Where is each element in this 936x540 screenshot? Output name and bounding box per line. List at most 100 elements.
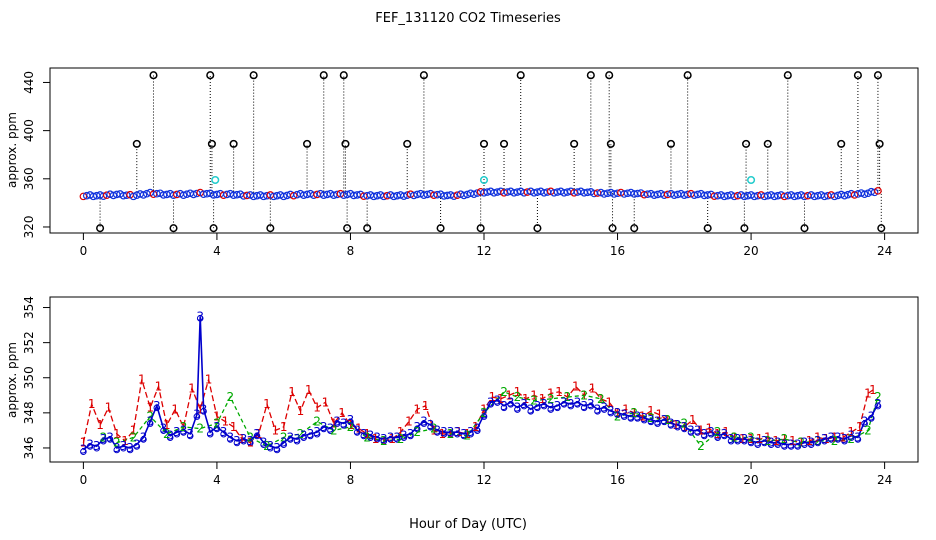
baseline-point: [460, 191, 468, 200]
series-label-2: 2: [297, 427, 305, 441]
series-label-3: 3: [240, 432, 248, 446]
series-point-3: [520, 402, 528, 410]
spike-point: [479, 139, 489, 148]
series-label-1: 1: [322, 395, 330, 409]
series-label-1: 1: [622, 402, 630, 416]
series-line-2: [103, 391, 879, 448]
baseline-point: [279, 192, 288, 201]
series-point-3: [554, 404, 561, 412]
series-label-3: 3: [433, 423, 441, 437]
series-point-3: [447, 430, 454, 438]
spike-point: [209, 224, 218, 233]
series-point-3: [627, 415, 635, 422]
series-point-3: [647, 418, 655, 426]
series-label-1: 1: [372, 432, 380, 446]
series-label-3: 3: [146, 415, 154, 429]
series-label-1: 1: [747, 432, 755, 446]
bottom-x-tick-label: 4: [213, 473, 221, 487]
series-point-3: [307, 432, 314, 440]
series-label-2: 2: [547, 392, 555, 406]
series-label-3: 3: [607, 404, 615, 418]
series-label-3: 3: [494, 394, 502, 408]
series-label-3: 3: [727, 432, 735, 446]
series-point-3: [313, 430, 321, 438]
spike-point: [875, 139, 884, 148]
series-label-2: 2: [413, 425, 421, 439]
series-label-1: 1: [171, 402, 179, 416]
series-point-3: [607, 409, 615, 417]
series-point-3: [86, 443, 94, 450]
series-label-1: 1: [672, 418, 680, 432]
series-label-2: 2: [797, 436, 805, 450]
series-label-2: 2: [280, 430, 288, 444]
series-point-3: [547, 406, 555, 413]
baseline-point: [179, 191, 188, 199]
series-point-3: [433, 429, 441, 436]
series-label-3: 3: [93, 439, 101, 453]
series-point-3: [527, 408, 535, 415]
series-point-3: [640, 416, 648, 424]
series-label-3: 3: [721, 427, 729, 441]
series-label-1: 1: [689, 413, 697, 427]
series-point-3: [126, 446, 134, 454]
series-point-3: [240, 437, 247, 445]
series-line-3: [82, 316, 879, 451]
bottom-x-tick-label: 16: [610, 473, 625, 487]
series-label-1: 1: [869, 383, 877, 397]
top-x-axis: 0 4 8 12 16 20 24: [80, 232, 892, 258]
series-label-1: 1: [238, 432, 246, 446]
series-label-1: 1: [463, 427, 471, 441]
spike-point: [249, 71, 258, 80]
series-label-3: 3: [614, 406, 622, 420]
series-label-3: 3: [874, 397, 882, 411]
series-label-1: 1: [514, 385, 522, 399]
cyan-point: [211, 175, 220, 185]
series-point-3: [861, 420, 868, 427]
series-label-3: 3: [654, 415, 662, 429]
top-x-tick-label: 0: [80, 244, 88, 258]
series-point-3: [287, 436, 294, 443]
series-label-3: 3: [440, 425, 448, 439]
series-point-3: [634, 415, 641, 422]
series-label-3: 3: [140, 430, 148, 444]
series-label-2: 2: [113, 436, 121, 450]
series-label-3: 3: [674, 418, 682, 432]
series-point-3: [600, 406, 608, 413]
bottom-y-tick-label: 346: [22, 437, 36, 460]
series-point-3: [500, 404, 508, 412]
series-point-3: [387, 436, 394, 443]
series-label-3: 3: [173, 425, 181, 439]
series-label-3: 3: [160, 422, 168, 436]
series-label-3: 3: [527, 402, 535, 416]
series-label-2: 2: [680, 416, 688, 430]
series-label-2: 2: [180, 420, 188, 434]
series-label-3: 3: [200, 402, 208, 416]
series-label-3: 3: [420, 415, 428, 429]
series-label-1: 1: [572, 380, 580, 394]
series-label-3: 3: [761, 434, 769, 448]
series-label-3: 3: [280, 436, 288, 450]
series-point-3: [80, 448, 87, 456]
series-label-1: 1: [597, 392, 605, 406]
series-label-2: 2: [500, 385, 508, 399]
series-label-3: 3: [460, 427, 468, 441]
spike-point: [837, 139, 846, 148]
baseline-point: [129, 192, 138, 201]
series-point-3: [333, 420, 341, 427]
series-label-3: 3: [827, 430, 835, 444]
bottom-x-axis: 0 4 8 12 16 20 24: [80, 461, 892, 487]
series-label-3: 3: [253, 427, 261, 441]
spike-point: [96, 224, 105, 233]
spike-point: [608, 224, 617, 233]
series-label-3: 3: [80, 443, 88, 457]
series-label-1: 1: [605, 395, 613, 409]
series-label-3: 3: [86, 437, 94, 451]
series-point-3: [427, 423, 434, 431]
series-label-1: 1: [847, 425, 855, 439]
series-label-1: 1: [255, 427, 263, 441]
baseline-point: [860, 190, 869, 199]
series-label-1: 1: [530, 388, 538, 402]
series-label-3: 3: [186, 427, 194, 441]
baseline-point: [400, 192, 408, 200]
